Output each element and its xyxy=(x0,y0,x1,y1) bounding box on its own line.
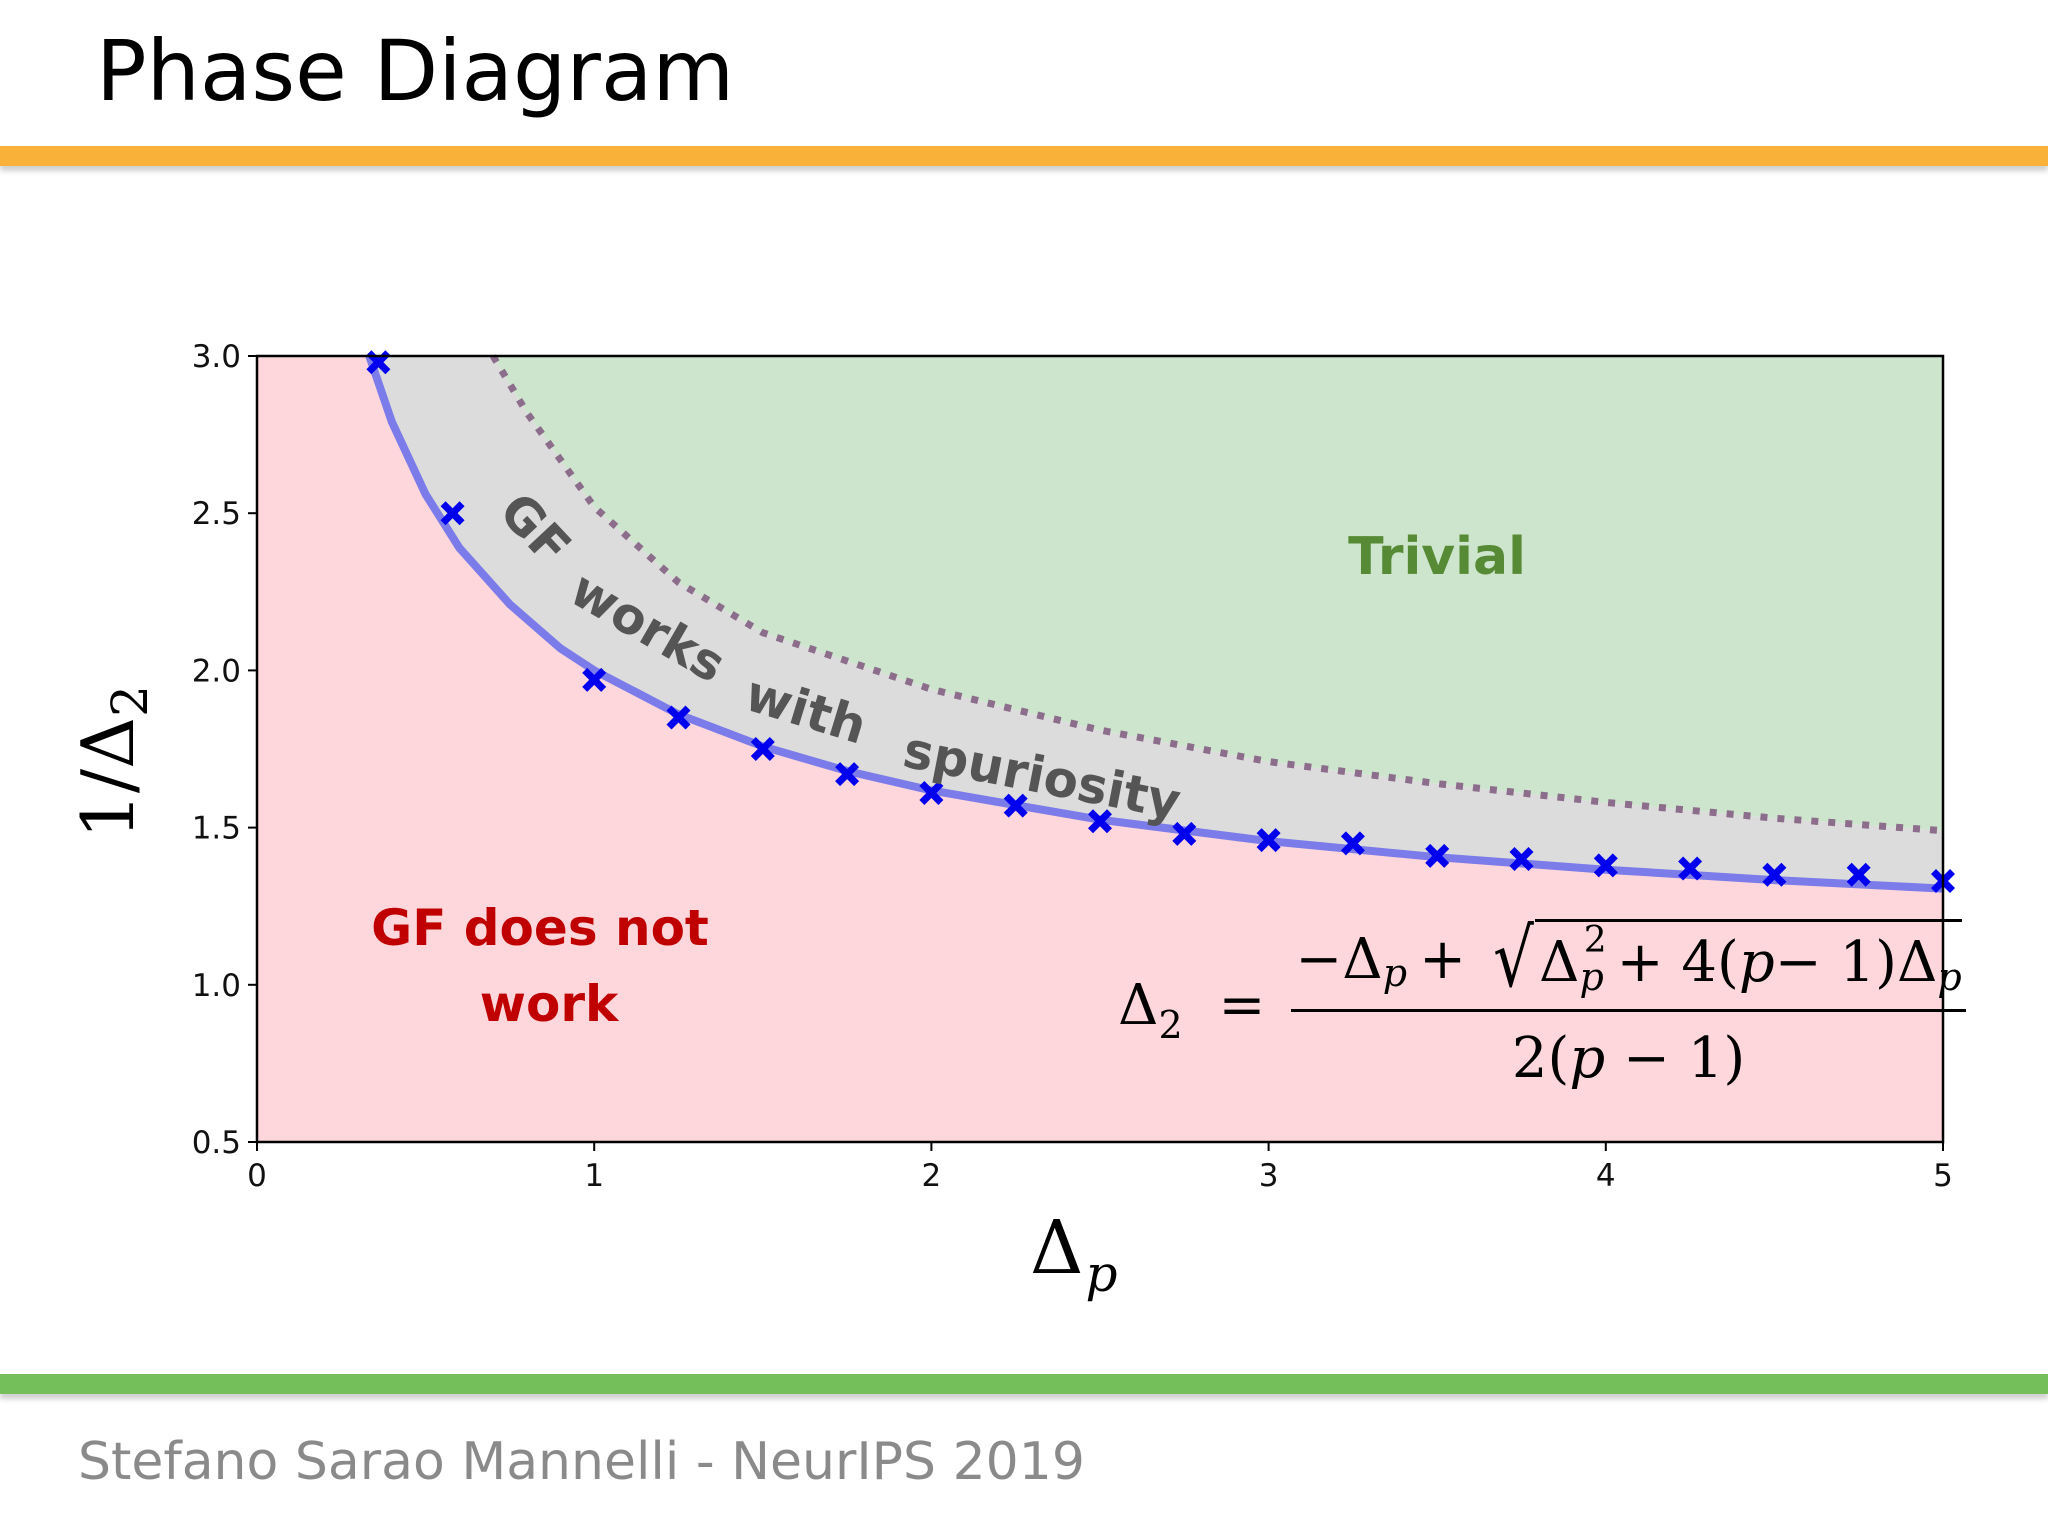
x-marker-icon xyxy=(440,501,465,526)
y-axis-label-symbol: 1/Δ xyxy=(66,716,150,839)
formula-minus: − xyxy=(1295,926,1343,992)
x-axis-label-symbol: Δ xyxy=(1030,1205,1084,1291)
region-gf-works-with-spuriosity xyxy=(369,356,1943,889)
region-label-gf-does-not: GF does not xyxy=(371,899,709,957)
x-marker-icon xyxy=(1088,809,1112,834)
y-tick-label: 3.0 xyxy=(192,339,241,375)
formula-delta: Δ xyxy=(1118,972,1159,1038)
region-label-trivial: Trivial xyxy=(1348,527,1526,587)
formula-p: p xyxy=(1738,930,1775,995)
y-tick-label: 1.5 xyxy=(192,811,241,847)
x-marker-icon xyxy=(1340,831,1365,856)
x-tick-label: 2 xyxy=(922,1158,942,1194)
formula-den-open: 2( xyxy=(1511,1026,1570,1091)
slide-footer: Stefano Sarao Mannelli - NeurIPS 2019 xyxy=(78,1432,1085,1492)
formula-den-close: − 1) xyxy=(1605,1026,1746,1091)
x-marker-icon xyxy=(1425,843,1450,868)
y-tick-label: 2.5 xyxy=(192,496,241,532)
sqrt-icon: √ xyxy=(1493,912,1534,1005)
x-tick-label: 5 xyxy=(1933,1158,1953,1194)
formula-denominator: 2(p − 1) xyxy=(1291,1009,1966,1091)
formula-sub-p: p xyxy=(1579,954,1604,999)
formula-plus-4: + 4( xyxy=(1616,930,1739,995)
x-marker-icon xyxy=(1256,828,1281,853)
x-marker-icon xyxy=(1003,793,1028,818)
x-axis-label-sub: p xyxy=(1085,1245,1118,1303)
formula-sub-p: p xyxy=(1382,951,1408,995)
x-tick-label: 3 xyxy=(1259,1158,1279,1194)
x-tick-label: 1 xyxy=(584,1158,604,1194)
x-marker-icon xyxy=(1509,847,1534,872)
region-trivial xyxy=(493,356,1943,831)
plot-frame xyxy=(255,354,1945,1144)
y-tick-label: 0.5 xyxy=(192,1125,241,1161)
formula-delta: Δ xyxy=(1342,926,1383,992)
y-tick-label: 2.0 xyxy=(192,653,241,689)
x-axis-label: Δp xyxy=(1030,1205,1117,1303)
formula-p: p xyxy=(1569,1026,1606,1091)
formula-plus: + xyxy=(1419,926,1466,992)
slide-title: Phase Diagram xyxy=(96,22,735,120)
x-marker-icon xyxy=(1678,856,1703,881)
y-tick-label: 1.0 xyxy=(192,968,241,1004)
bottom-accent-bar xyxy=(0,1374,2048,1394)
x-marker-icon xyxy=(666,705,691,730)
formula-sub-2: 2 xyxy=(1158,1002,1183,1047)
formula-minus-one: − 1) xyxy=(1774,930,1897,995)
regions-layer xyxy=(257,356,1943,1142)
x-marker-icon xyxy=(1172,821,1197,846)
x-marker-icon xyxy=(1846,862,1871,887)
region-label-work: work xyxy=(479,975,619,1033)
formula-sup-2: 2 xyxy=(1583,920,1607,961)
top-accent-bar xyxy=(0,146,2048,166)
x-marker-icon xyxy=(1593,853,1618,878)
x-tick-label: 0 xyxy=(247,1158,267,1194)
x-marker-icon xyxy=(750,737,775,761)
x-marker-icon xyxy=(919,781,944,806)
formula-delta: Δ xyxy=(1538,930,1580,995)
formula-delta: Δ xyxy=(1896,930,1938,995)
axis-ticks: 0 1 2 3 4 5 0.5 1.0 1.5 2.0 2.5 3.0 xyxy=(192,339,1953,1194)
y-axis-label-sub: 2 xyxy=(101,685,159,717)
x-marker-icon xyxy=(1762,862,1787,887)
formula-sub-p: p xyxy=(1937,954,1962,999)
formula-lhs: Δ2 = xyxy=(1118,972,1266,1047)
region-gf-does-not-work xyxy=(257,356,1943,1142)
y-axis-label: 1/Δ2 xyxy=(66,685,159,839)
formula-equals: = xyxy=(1218,972,1266,1038)
x-tick-label: 4 xyxy=(1596,1158,1616,1194)
x-marker-icon xyxy=(582,667,607,692)
x-marker-icon xyxy=(835,762,860,787)
